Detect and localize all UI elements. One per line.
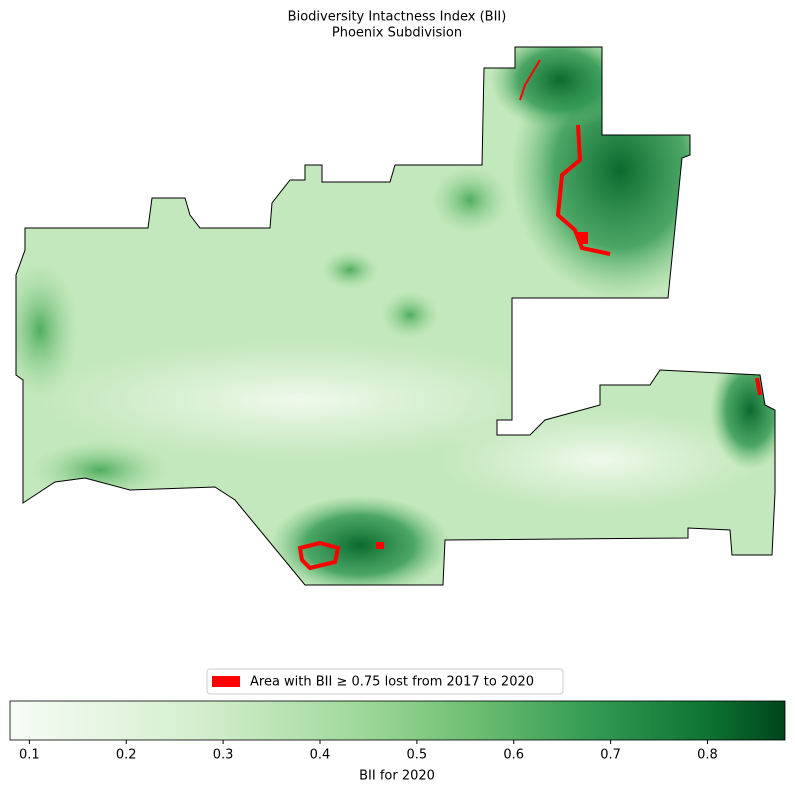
bii-loss-patch [376,542,384,549]
region-outline [15,46,776,586]
colorbar-tick-label: 0.1 [19,748,40,763]
map-subtitle: Phoenix Subdivision [332,26,462,41]
colorbar-tick-label: 0.2 [116,748,137,763]
legend-box [206,668,564,695]
bii-raster [16,47,775,585]
colorbar [9,700,786,741]
colorbar-tick-label: 0.6 [503,748,524,763]
colorbar-tick-label: 0.5 [407,748,428,763]
bii-loss-areas [297,59,762,571]
colorbar-tick-label: 0.3 [213,748,234,763]
bii-loss-patch [578,232,588,244]
colorbar-tick-label: 0.7 [600,748,621,763]
colorbar-tick-label: 0.4 [310,748,331,763]
colorbar-tick-label: 0.8 [697,748,718,763]
legend-swatch [212,676,240,687]
map-title: Biodiversity Intactness Index (BII) [288,10,507,25]
legend-label: Area with BII ≥ 0.75 lost from 2017 to 2… [250,675,534,690]
colorbar-label: BII for 2020 [359,769,435,784]
